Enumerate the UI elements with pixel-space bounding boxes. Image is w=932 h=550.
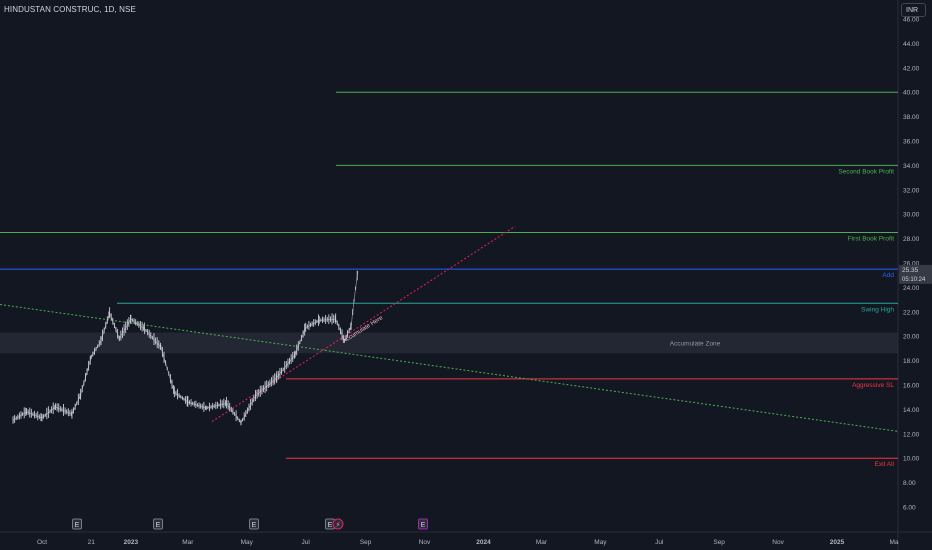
x-tick-label: Jul <box>302 539 311 546</box>
x-tick-label: Nov <box>419 539 431 546</box>
level-label: Second Book Profit <box>838 168 894 175</box>
earnings-marker[interactable]: E <box>325 518 335 530</box>
price-line <box>12 270 359 424</box>
earnings-marker-box <box>72 518 82 530</box>
x-tick-label: Jul <box>655 539 664 546</box>
symbol-title: HINDUSTAN CONSTRUC, 1D, NSE <box>4 5 136 14</box>
x-tick-label: 21 <box>88 539 96 546</box>
x-tick-label: Mar <box>536 539 548 546</box>
earnings-marker-box <box>153 518 163 530</box>
x-tick-label: 2025 <box>830 539 845 546</box>
level-label: Aggressive SL <box>852 382 894 389</box>
accumulate-zone <box>0 332 898 354</box>
y-tick-label: 40.00 <box>903 90 920 97</box>
dividend-marker: ⚡ <box>332 518 344 530</box>
x-tick-label: 2023 <box>124 539 139 546</box>
y-tick-label: 22.00 <box>903 309 920 316</box>
x-tick-label: Nov <box>772 539 784 546</box>
y-tick-label: 8.00 <box>903 480 916 487</box>
y-tick-label: 16.00 <box>903 383 920 390</box>
y-tick-label: 10.00 <box>903 456 920 463</box>
last-price-badge <box>899 264 932 284</box>
y-tick-label: 18.00 <box>903 358 920 365</box>
x-tick-label: 2024 <box>476 539 491 546</box>
x-tick-label: Oct <box>37 539 47 546</box>
y-tick-label: 6.00 <box>903 505 916 512</box>
y-tick-label: 34.00 <box>903 163 920 170</box>
y-tick-label: 26.00 <box>903 261 920 268</box>
x-tick-label: May <box>594 539 607 546</box>
x-tick-label: Ma <box>889 539 898 546</box>
y-tick-label: 36.00 <box>903 139 920 146</box>
level-label: Swing High <box>861 306 894 313</box>
earnings-marker-label: E <box>421 522 426 529</box>
y-tick-label: 44.00 <box>903 41 920 48</box>
y-tick-label: 32.00 <box>903 187 920 194</box>
earnings-marker[interactable]: E <box>153 518 163 530</box>
accumulate-zone-label: Accumulate Zone <box>670 340 721 347</box>
earnings-marker-box <box>249 518 259 530</box>
y-tick-label: 38.00 <box>903 114 920 121</box>
y-tick-label: 42.00 <box>903 65 920 72</box>
x-tick-label: May <box>241 539 254 546</box>
countdown-label: 05:10:24 <box>902 277 926 283</box>
earnings-marker-label: E <box>156 522 161 529</box>
y-tick-label: 30.00 <box>903 212 920 219</box>
y-tick-label: 12.00 <box>903 431 920 438</box>
earnings-marker-box <box>418 518 428 530</box>
level-label: Exit All <box>874 461 894 468</box>
y-tick-label: 14.00 <box>903 407 920 414</box>
dividend-marker-circle <box>332 518 344 530</box>
earnings-marker-label: E <box>75 522 80 529</box>
lightning-icon: ⚡ <box>336 521 341 529</box>
earnings-marker[interactable]: E <box>249 518 259 530</box>
level-label: Add <box>882 272 894 279</box>
last-price-label: 25.35 <box>902 267 919 274</box>
y-tick-label: 20.00 <box>903 334 920 341</box>
x-tick-label: Sep <box>713 539 725 546</box>
y-tick-label: 24.00 <box>903 285 920 292</box>
descending-trendline <box>0 303 899 432</box>
currency-selector[interactable]: INR <box>901 3 926 17</box>
earnings-marker[interactable]: E <box>418 518 428 530</box>
level-label: First Book Profit <box>848 236 894 243</box>
y-tick-label: 46.00 <box>903 17 920 24</box>
earnings-marker-label: E <box>328 522 333 529</box>
x-tick-label: Mar <box>182 539 194 546</box>
accumulate-trendline <box>211 225 516 423</box>
x-tick-label: Sep <box>360 539 372 546</box>
earnings-marker-label: E <box>252 522 257 529</box>
earnings-marker[interactable]: E <box>72 518 82 530</box>
y-tick-label: 28.00 <box>903 236 920 243</box>
